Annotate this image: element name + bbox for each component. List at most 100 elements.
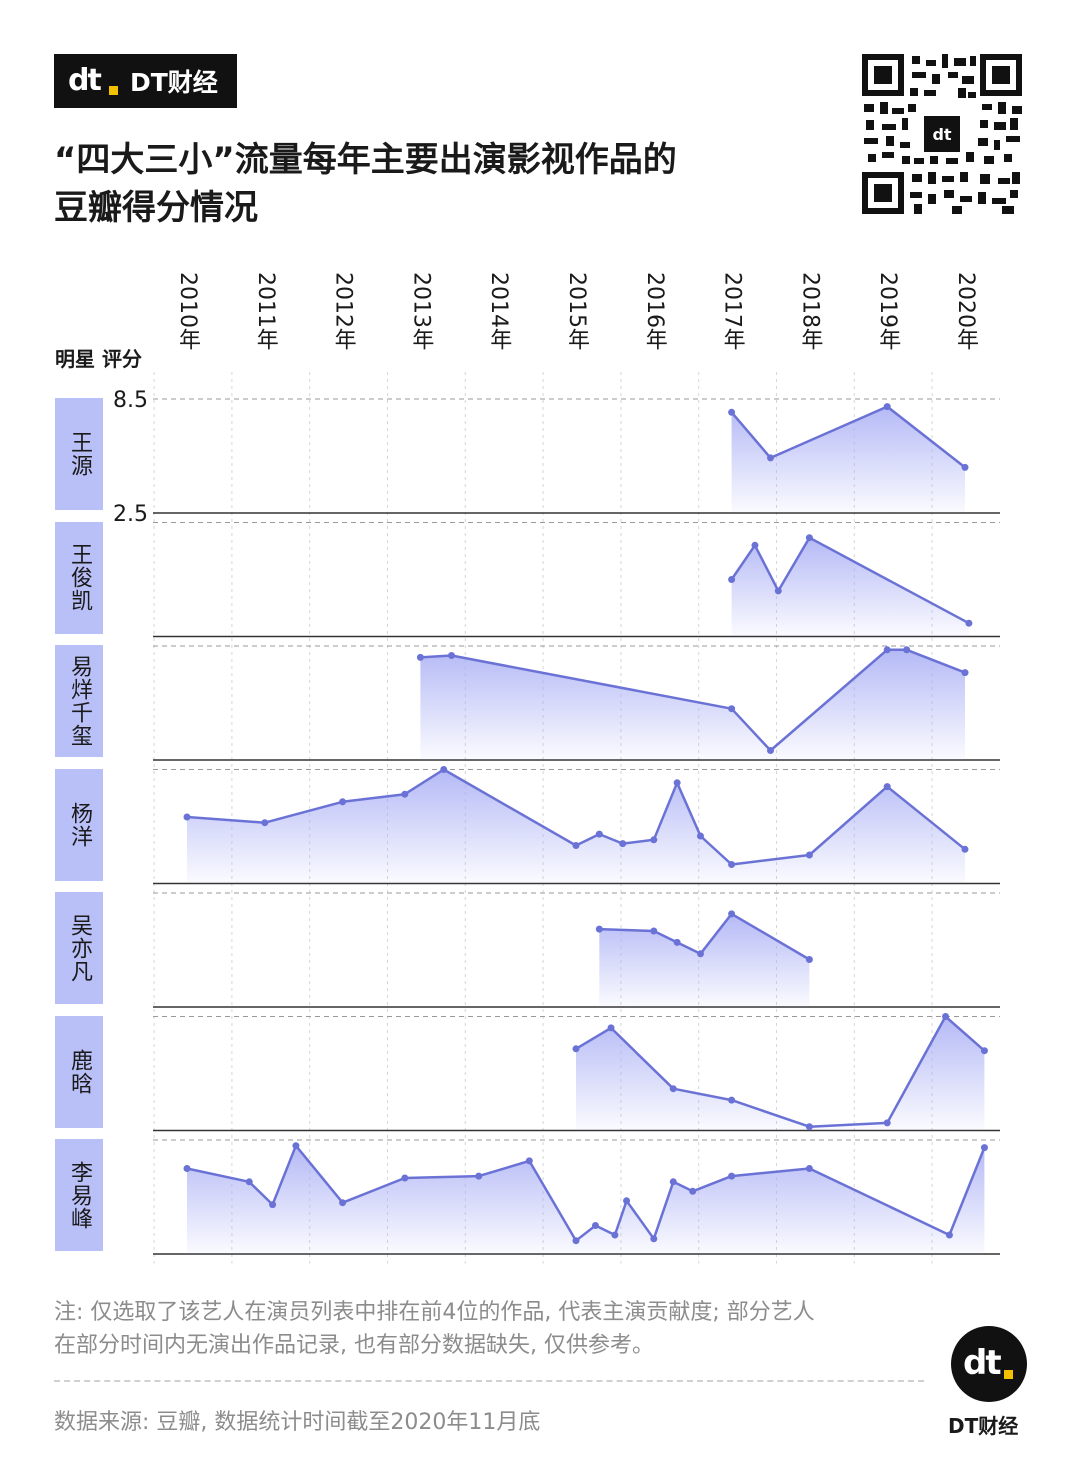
x-tick-label: 2010年 <box>175 272 200 350</box>
data-point <box>619 840 627 848</box>
data-point <box>728 408 736 416</box>
data-point <box>572 1045 580 1053</box>
data-point <box>961 669 969 677</box>
y-tick-label: 2.5 <box>113 502 148 527</box>
data-point <box>767 747 774 754</box>
data-point <box>728 576 736 583</box>
star-label: 易烊千玺 <box>55 645 103 757</box>
data-point <box>595 925 603 933</box>
star-label: 李易峰 <box>55 1139 103 1251</box>
data-point <box>961 463 969 471</box>
data-point <box>339 1199 347 1207</box>
data-point <box>728 705 736 713</box>
data-point <box>261 819 269 827</box>
data-point <box>883 783 891 791</box>
footnote: 注: 仅选取了该艺人在演员列表中排在前4位的作品, 代表主演贡献度; 部分艺人 … <box>54 1296 934 1362</box>
x-tick-label: 2019年 <box>875 272 901 350</box>
data-point <box>805 1123 813 1131</box>
data-point <box>572 842 580 849</box>
data-point <box>942 1013 950 1020</box>
divider <box>54 1380 924 1382</box>
data-point <box>416 653 424 661</box>
data-point <box>805 1165 813 1172</box>
data-point <box>269 1201 277 1209</box>
star-label: 杨洋 <box>55 768 103 881</box>
data-point <box>525 1157 533 1165</box>
column-header: 明星 评分 <box>55 347 142 371</box>
title-line-1: “四大三小”流量每年主要出演影视作品的 <box>54 140 677 180</box>
data-point <box>728 910 736 918</box>
data-point <box>623 1197 631 1205</box>
data-point <box>961 845 969 853</box>
qr-dt-logo-icon: dt <box>920 112 964 156</box>
data-point <box>774 587 782 595</box>
data-point <box>669 1085 677 1093</box>
star-label: 王源 <box>55 398 103 510</box>
brand-logo-text: dt <box>68 63 102 98</box>
y-tick-label: 8.5 <box>113 388 148 413</box>
star-label: 吴亦凡 <box>55 892 103 1004</box>
brand-name: DT财经 <box>130 68 218 97</box>
footnote-line-1: 注: 仅选取了该艺人在演员列表中排在前4位的作品, 代表主演贡献度; 部分艺人 <box>54 1300 815 1325</box>
data-point <box>696 950 704 958</box>
data-point <box>728 861 736 868</box>
data-point <box>572 1237 580 1245</box>
data-point <box>883 646 891 654</box>
data-point <box>595 830 603 838</box>
data-point <box>475 1172 483 1180</box>
qr-code-icon: dt <box>862 54 1022 214</box>
x-tick-label: 2011年 <box>252 272 278 350</box>
data-point <box>339 798 347 806</box>
data-point <box>805 956 813 963</box>
series-area <box>599 913 810 1007</box>
data-point <box>728 1096 736 1104</box>
x-tick-label: 2015年 <box>564 272 589 350</box>
data-point <box>767 454 774 462</box>
series-line <box>575 1015 986 1128</box>
page-title: “四大三小”流量每年主要出演影视作品的 豆瓣得分情况 <box>54 136 814 232</box>
data-point <box>650 836 658 844</box>
data-point <box>183 1165 191 1172</box>
qr-code-pattern <box>862 54 1022 214</box>
data-point <box>980 1144 988 1152</box>
footer-brand-name: DT财经 <box>948 1414 1019 1438</box>
footnote-line-2: 在部分时间内无演出作品记录, 也有部分数据缺失, 仅供参考。 <box>54 1333 654 1358</box>
data-point <box>650 1235 658 1243</box>
x-tick-label: 2014年 <box>486 272 512 350</box>
data-point <box>607 1024 615 1032</box>
data-point <box>883 403 891 411</box>
data-point <box>945 1231 953 1239</box>
series-line <box>599 912 811 961</box>
data-point <box>673 779 681 787</box>
data-point <box>903 646 911 654</box>
data-point <box>689 1187 697 1195</box>
series-area <box>187 769 965 884</box>
data-point <box>591 1222 599 1229</box>
star-label: 鹿晗 <box>55 1015 103 1128</box>
data-point <box>673 938 681 946</box>
data-point <box>669 1178 677 1186</box>
x-tick-label: 2012年 <box>330 272 356 350</box>
brand-badge: dt DT财经 <box>54 54 237 108</box>
data-source: 数据来源: 豆瓣, 数据统计时间截至2020年11月底 <box>54 1410 541 1435</box>
dt-logo-icon: dt <box>68 65 120 97</box>
data-point <box>728 1172 736 1180</box>
data-point <box>696 832 704 840</box>
footer-logo-text: dt <box>963 1343 1002 1383</box>
series-area <box>731 406 965 513</box>
data-point <box>805 851 813 859</box>
dt-logo-icon: dt <box>951 1326 1027 1402</box>
series-line <box>730 405 966 469</box>
series-area <box>420 649 965 760</box>
data-point <box>401 790 409 798</box>
data-point <box>611 1231 619 1239</box>
data-point <box>440 766 448 773</box>
x-tick-label: 2020年 <box>953 272 978 350</box>
data-point <box>292 1142 300 1150</box>
brand-logo-dot <box>109 86 118 95</box>
star-label: 王俊凯 <box>55 521 103 634</box>
title-line-2: 豆瓣得分情况 <box>54 188 258 228</box>
data-point <box>883 1119 891 1127</box>
data-point <box>980 1047 988 1055</box>
